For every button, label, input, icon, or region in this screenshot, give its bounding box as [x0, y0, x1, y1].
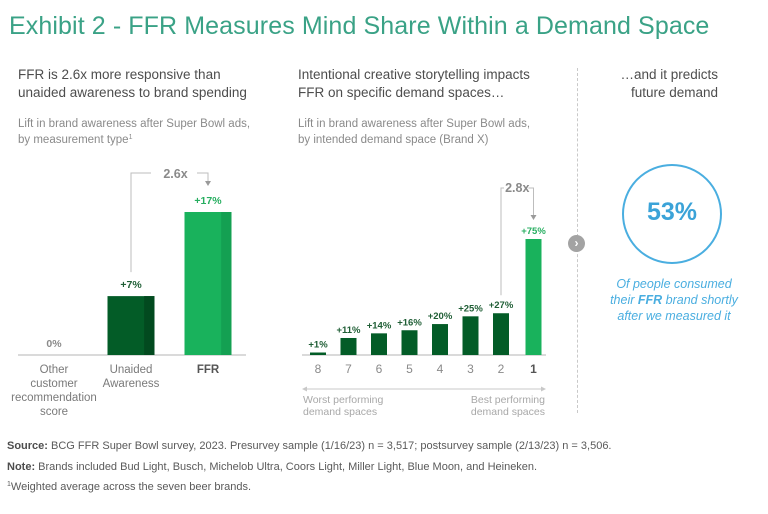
- bar: [371, 333, 387, 355]
- data-label: +20%: [428, 311, 453, 322]
- panel1-subhead-line1: Lift in brand awareness after Super Bowl…: [18, 118, 251, 130]
- panel1-subhead: Lift in brand awareness after Super Bowl…: [18, 116, 250, 148]
- direction-arrowhead-right: [541, 386, 546, 392]
- panel2-subhead-line2: by intended demand space (Brand X): [298, 134, 489, 146]
- bar: [310, 352, 326, 355]
- footnote-text: Weighted average across the seven beer b…: [10, 481, 252, 493]
- footer-source: Source: BCG FFR Super Bowl survey, 2023.…: [7, 440, 612, 452]
- caption-text: their: [610, 293, 638, 307]
- tick-label: 4: [437, 362, 444, 376]
- footer-footnote: 1Weighted average across the seven beer …: [7, 481, 251, 493]
- tick-label: 3: [467, 362, 474, 376]
- data-label: +7%: [120, 279, 142, 291]
- footnote-marker: 1: [128, 134, 133, 141]
- panel1-subhead-line2-wrap: by measurement type1: [18, 132, 250, 148]
- panel1-heading-line2: unaided awareness to brand spending: [18, 85, 247, 100]
- tick-label: score: [40, 406, 68, 418]
- chart-demand-space: +1% 8 +11% 7 +14% 6 +16% 5 +20% 4 +25% 3 +27% 2 +75% 1 W…: [302, 181, 546, 418]
- data-label: +27%: [489, 300, 514, 311]
- data-label: +14%: [367, 320, 392, 331]
- bar-shade: [221, 212, 232, 355]
- axis-right-note: demand spaces: [471, 406, 545, 418]
- bar: [432, 324, 448, 355]
- tick-label: FFR: [197, 364, 220, 376]
- tick-label: Other: [40, 364, 69, 376]
- chart-measurement-type: 0% Other customer recommendation score +7% Una…: [11, 167, 246, 418]
- footer-note: Note: Brands included Bud Light, Busch, …: [7, 461, 537, 473]
- tick-label: 5: [406, 362, 413, 376]
- panel3-heading-line2: future demand: [630, 85, 718, 100]
- annotation-label: 2.8x: [505, 181, 529, 195]
- panel2-heading-line2: FFR on specific demand spaces…: [298, 85, 505, 100]
- tick-label: 1: [530, 362, 537, 376]
- footnote-marker: 1: [7, 481, 11, 488]
- source-label: Source:: [7, 440, 48, 452]
- tick-label: customer: [30, 378, 77, 390]
- tick-label: 2: [498, 362, 505, 376]
- data-label: +1%: [308, 340, 328, 351]
- bar: [462, 316, 479, 355]
- data-label: +17%: [194, 195, 222, 207]
- data-label: +11%: [336, 325, 361, 336]
- annotation-arrowhead: [530, 215, 537, 220]
- data-label: +25%: [458, 303, 483, 314]
- caption-ffr-bold: FFR: [637, 293, 663, 307]
- annotation-arrowhead: [205, 181, 211, 186]
- stat-value: 53%: [646, 198, 698, 226]
- axis-left-note: demand spaces: [303, 406, 377, 418]
- axis-right-note: Best performing: [471, 394, 545, 406]
- stat-caption-line1: Of people consumed: [616, 277, 732, 291]
- panel2-subhead-line1: Lift in brand awareness after Super Bowl…: [298, 118, 531, 130]
- panel2-heading-line1: Intentional creative storytelling impact…: [298, 67, 530, 82]
- source-text: BCG FFR Super Bowl survey, 2023. Presurv…: [47, 440, 612, 452]
- data-label: +16%: [397, 317, 422, 328]
- annotation-label: 2.6x: [163, 167, 187, 181]
- annotation-bracket: [130, 172, 209, 273]
- panel3-heading: …and it predicts future demand: [596, 66, 718, 102]
- panel3-heading-line1: …and it predicts: [620, 67, 718, 82]
- stat-circle: 53%: [622, 164, 722, 264]
- bar: [525, 239, 542, 355]
- tick-label: Unaided: [110, 364, 153, 376]
- bar: [340, 337, 357, 355]
- annotation-bracket: [500, 187, 534, 296]
- exhibit-title: Exhibit 2 - FFR Measures Mind Share With…: [9, 12, 710, 40]
- stat-caption: Of people consumed their FFR brand short…: [600, 276, 748, 324]
- data-label: +75%: [521, 226, 546, 237]
- data-label: 0%: [46, 338, 62, 350]
- panel1-heading-line1: FFR is 2.6x more responsive than: [18, 67, 221, 82]
- panel2-subhead: Lift in brand awareness after Super Bowl…: [298, 116, 530, 148]
- chevron-right-icon[interactable]: ›: [568, 235, 585, 252]
- direction-arrowhead-left: [302, 386, 307, 392]
- tick-label: 7: [345, 362, 352, 376]
- tick-label: recommendation: [11, 392, 97, 404]
- bar-shade: [144, 296, 155, 355]
- bar: [401, 330, 418, 355]
- stat-caption-line2: their FFR brand shortly: [600, 292, 748, 308]
- bar: [493, 313, 509, 355]
- tick-label: 8: [315, 362, 322, 376]
- note-label: Note:: [7, 461, 36, 473]
- panel2-heading: Intentional creative storytelling impact…: [298, 66, 530, 102]
- note-text: Brands included Bud Light, Busch, Michel…: [35, 461, 538, 473]
- panel1-heading: FFR is 2.6x more responsive than unaided…: [18, 66, 247, 102]
- axis-left-note: Worst performing: [303, 394, 383, 406]
- stat-caption-line3: after we measured it: [617, 309, 731, 323]
- caption-text: brand shortly: [662, 293, 738, 307]
- tick-label: Awareness: [103, 378, 160, 390]
- panel1-subhead-line2: by measurement type: [18, 134, 129, 146]
- tick-label: 6: [376, 362, 383, 376]
